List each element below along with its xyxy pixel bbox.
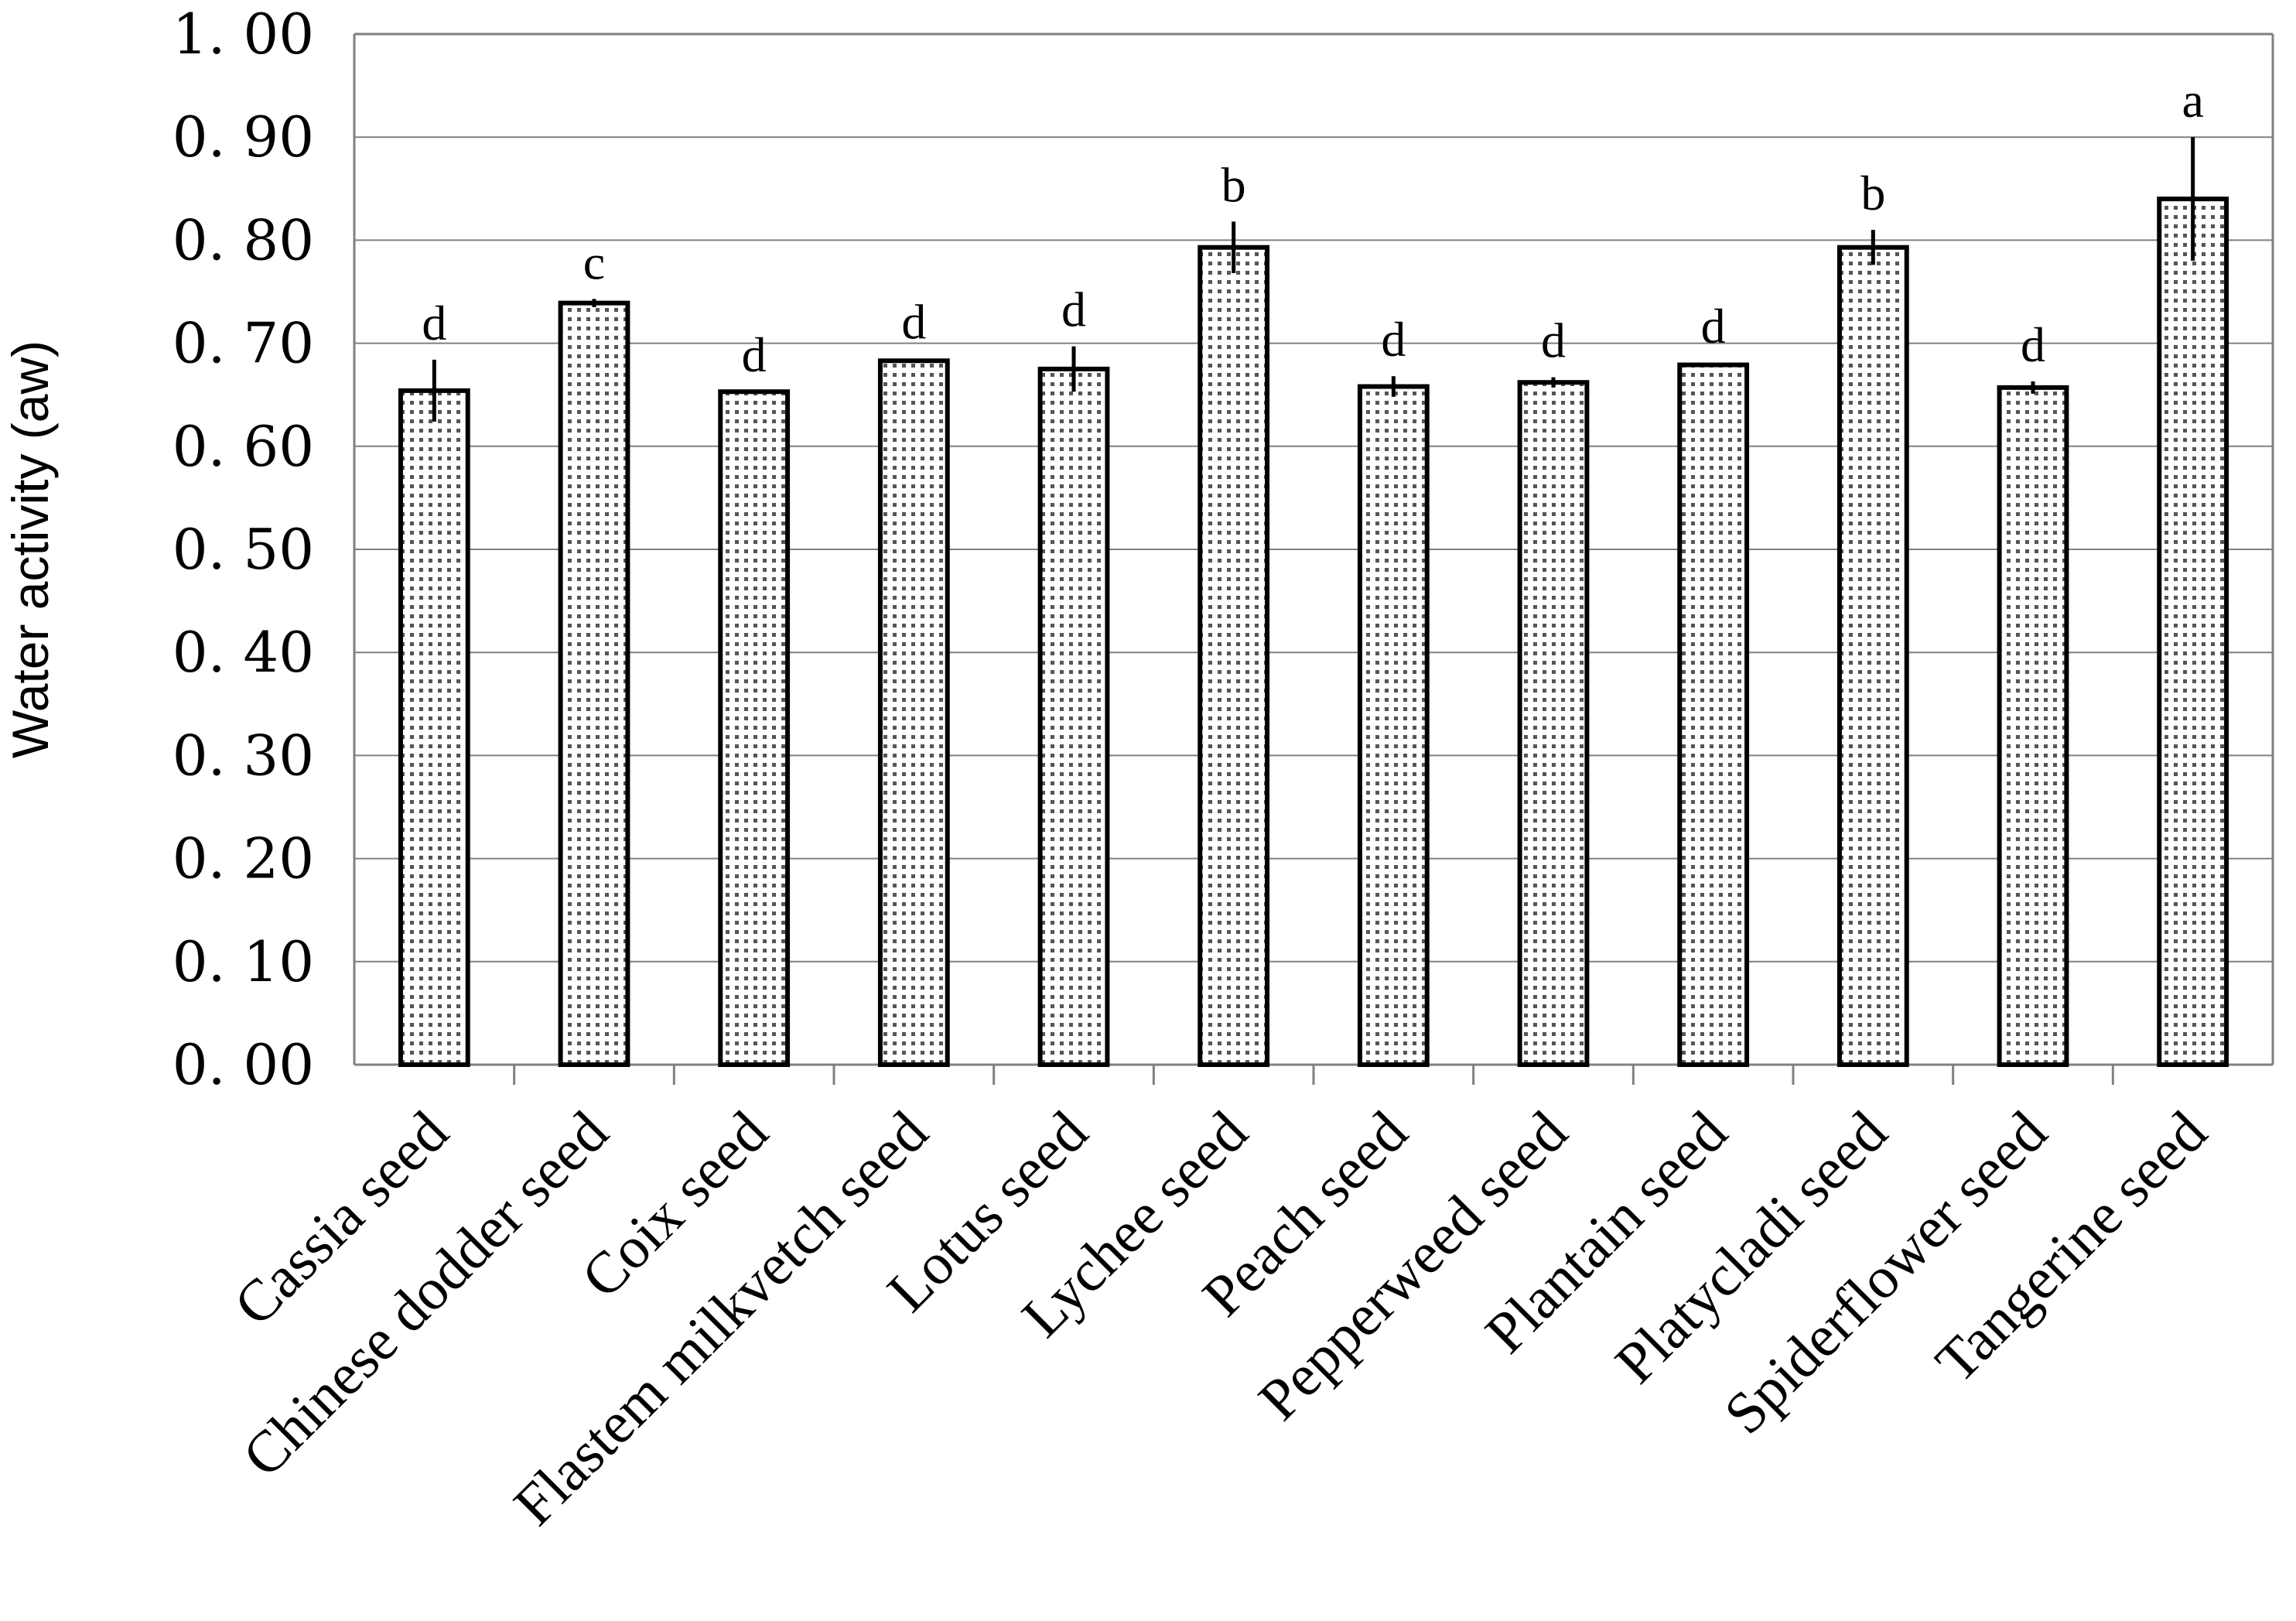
y-tick-label: 0. 50 bbox=[173, 517, 314, 582]
significance-label: d bbox=[1541, 313, 1566, 368]
y-tick-label: 0. 90 bbox=[173, 104, 314, 169]
y-tick-label: 0. 20 bbox=[173, 826, 314, 891]
axes bbox=[353, 32, 2274, 1085]
x-category-label: Tangerine seed bbox=[1923, 1099, 2219, 1395]
y-tick-label: 0. 70 bbox=[173, 311, 314, 376]
significance-label: d bbox=[1381, 312, 1406, 367]
y-tick-label: 0. 80 bbox=[173, 207, 314, 272]
bar bbox=[1517, 380, 1590, 1067]
bar bbox=[2157, 197, 2229, 1067]
y-tick-label: 0. 60 bbox=[173, 414, 314, 479]
significance-label: d bbox=[901, 295, 926, 350]
significance-label: d bbox=[1061, 282, 1086, 337]
y-tick-label: 0. 30 bbox=[173, 723, 314, 788]
bar bbox=[1357, 384, 1430, 1067]
x-category-label: Platycladi seed bbox=[1603, 1099, 1899, 1396]
bar bbox=[1198, 245, 1270, 1067]
significance-label: c bbox=[583, 234, 605, 289]
bar bbox=[1997, 385, 2069, 1068]
bar bbox=[718, 389, 791, 1068]
significance-label: d bbox=[422, 296, 446, 351]
bar bbox=[1836, 245, 1909, 1067]
y-tick-label: 0. 10 bbox=[173, 929, 314, 994]
y-tick-label: 0. 00 bbox=[173, 1032, 314, 1097]
gridlines bbox=[354, 33, 2273, 963]
y-axis-title: Water activity (aw) bbox=[2, 340, 59, 758]
bar bbox=[1677, 362, 1750, 1067]
significance-label: b bbox=[1860, 166, 1885, 221]
significance-label: d bbox=[1701, 299, 1726, 354]
labels: 0. 00 0. 10 0. 20 0. 30 0. 40 0. 50 0. 60 0. 70… bbox=[173, 2, 2219, 1537]
bar bbox=[398, 388, 470, 1067]
significance-label: a bbox=[2182, 73, 2203, 128]
bar bbox=[877, 358, 950, 1067]
significance-label: d bbox=[2021, 317, 2045, 372]
bar bbox=[1037, 366, 1110, 1067]
significance-label: d bbox=[742, 327, 767, 382]
bars bbox=[398, 137, 2229, 1068]
y-tick-label: 1. 00 bbox=[173, 2, 314, 67]
bar bbox=[558, 300, 630, 1068]
significance-label: b bbox=[1221, 157, 1246, 212]
y-tick-label: 0. 40 bbox=[173, 620, 314, 685]
